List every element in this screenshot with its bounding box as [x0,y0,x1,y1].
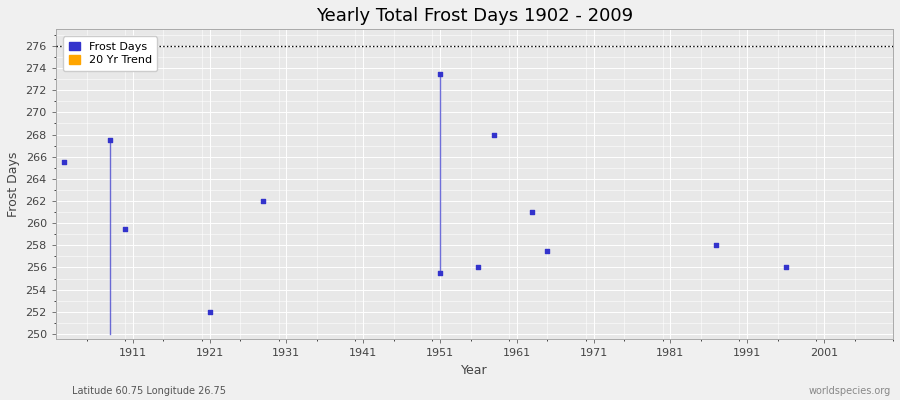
Point [709,242,724,248]
Legend: Frost Days, 20 Yr Trend: Frost Days, 20 Yr Trend [63,36,158,71]
Title: Yearly Total Frost Days 1902 - 2009: Yearly Total Frost Days 1902 - 2009 [316,7,633,25]
Point [433,70,447,77]
Point [487,131,501,138]
Text: Latitude 60.75 Longitude 26.75: Latitude 60.75 Longitude 26.75 [72,386,226,396]
Y-axis label: Frost Days: Frost Days [7,152,20,217]
Point [57,159,71,166]
Point [471,264,485,271]
X-axis label: Year: Year [461,364,488,377]
Point [103,137,117,143]
Point [433,270,447,276]
Point [525,209,539,215]
Point [202,308,217,315]
Point [540,248,554,254]
Point [118,226,132,232]
Point [778,264,793,271]
Point [256,198,271,204]
Text: worldspecies.org: worldspecies.org [809,386,891,396]
